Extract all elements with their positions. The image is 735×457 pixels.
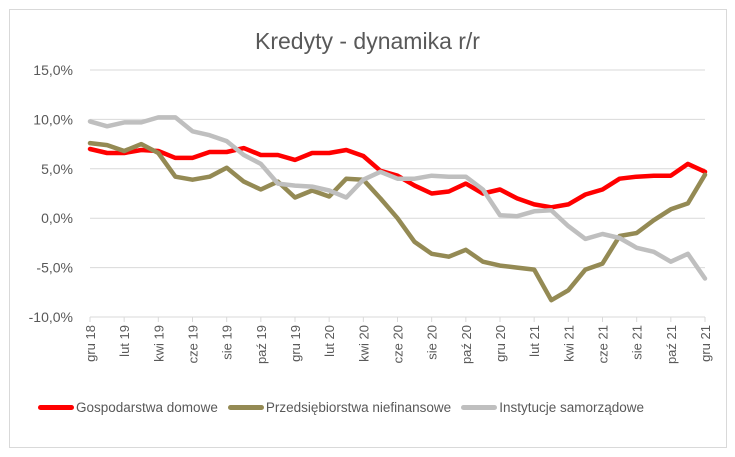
y-tick-label: 5,0% [41,161,73,177]
x-tick-label: cze 19 [186,325,201,363]
legend-item: Instytucje samorządowe [461,400,644,415]
legend-item: Gospodarstwa domowe [38,400,218,415]
x-tick-label: kwi 20 [356,325,371,362]
legend-item: Przedsiębiorstwa niefinansowe [227,400,452,415]
plot-area: 15,0% 10,0% 5,0% 0,0% -5,0% -10,0% gru 18 lut 1… [29,62,713,364]
legend-label: Instytucje samorządowe [499,400,645,415]
legend-swatch [227,405,264,410]
x-tick-label: lut 20 [322,325,337,357]
y-tick-label: -5,0% [36,260,73,276]
x-tick-label: cze 21 [596,325,611,363]
x-tick-label: gru 19 [288,325,303,362]
legend-swatch [38,405,74,410]
legend-label: Gospodarstwa domowe [76,400,218,415]
chart-title: Kredyty - dynamika r/r [255,28,480,54]
x-tick-label: kwi 19 [151,325,166,362]
series-line-gospodarstwa-domowe [87,145,708,210]
chart-border [9,9,727,448]
y-tick-label: 15,0% [33,62,73,78]
x-tick-label: sie 20 [425,325,440,360]
x-tick-label: gru 18 [83,325,98,362]
x-tick-label: gru 21 [698,325,713,362]
x-tick-label: paź 19 [254,325,269,364]
x-tick-label: gru 20 [493,325,508,362]
x-tick-label: lut 21 [527,325,542,357]
legend-swatch [461,405,498,410]
series-line-przedsiębiorstwa-niefinansowe [87,140,708,303]
legend-label: Przedsiębiorstwa niefinansowe [265,400,452,415]
series-line-instytucje-samorządowe [87,115,708,281]
x-tick-label: sie 21 [630,325,645,360]
y-tick-label: 0,0% [41,210,73,226]
x-tick-label: cze 20 [391,325,406,363]
x-tick-label: lut 19 [117,325,132,357]
x-tick-label: sie 19 [220,325,235,360]
legend: Gospodarstwa domowe Przedsiębiorstwa nief… [38,400,644,415]
x-tick-label: kwi 21 [561,325,576,362]
y-tick-label: 10,0% [33,111,73,127]
y-tick-label: -10,0% [29,309,73,325]
x-tick-label: paź 21 [664,325,679,364]
x-tick-label: paź 20 [459,325,474,364]
